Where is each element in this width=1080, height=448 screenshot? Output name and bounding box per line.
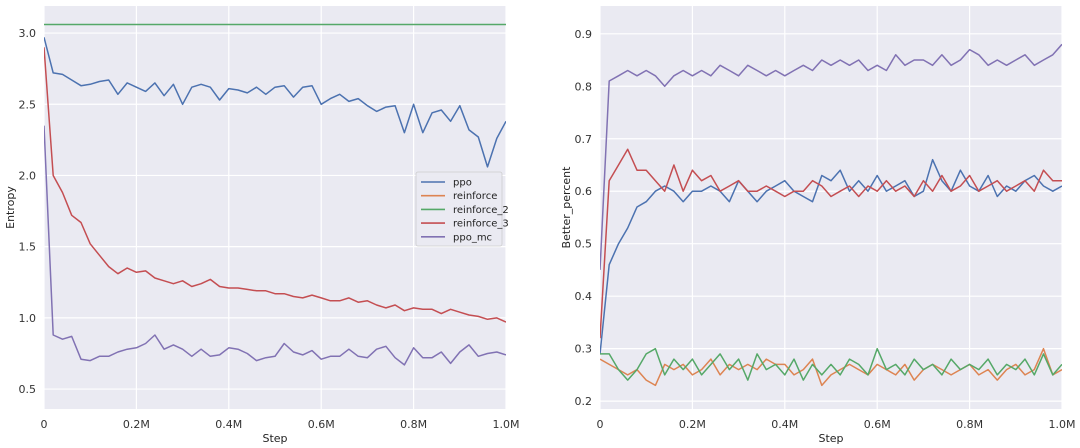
series-line-reinforce-3 xyxy=(600,148,1062,339)
y-tick-label: 0.9 xyxy=(575,28,593,41)
x-tick-label: 0.8M xyxy=(956,418,983,431)
legend-box xyxy=(415,171,503,247)
plot-background xyxy=(600,6,1062,409)
y-tick-label: 2.0 xyxy=(19,169,37,182)
x-tick-label: 0.4M xyxy=(771,418,798,431)
x-tick-label: 0.8M xyxy=(400,418,427,431)
y-tick-label: 0.8 xyxy=(575,80,593,93)
better-percent-chart: 0 0.2M 0.4M 0.6M 0.8M 1.0M 0.2 0.3 0.4 0.5 0.6 0.7 0… xyxy=(560,6,1075,445)
legend-label: ppo_mc xyxy=(453,232,492,243)
series-line-ppo xyxy=(44,37,506,168)
x-tick-label: 0.2M xyxy=(123,418,150,431)
x-axis-label: Step xyxy=(262,432,287,445)
y-axis-label: Entropy xyxy=(4,186,17,229)
legend-label: reinforce_2 xyxy=(453,205,509,216)
x-tick-label: 0.6M xyxy=(308,418,335,431)
y-axis-label: Better_percent xyxy=(560,166,573,249)
y-tick-label: 0.6 xyxy=(575,185,593,198)
x-tick-label: 0.4M xyxy=(215,418,242,431)
y-tick-label: 3.0 xyxy=(19,27,37,40)
y-tick-label: 0.5 xyxy=(575,238,593,251)
series-line-reinforce-2 xyxy=(600,347,1062,381)
y-tick-label: 0.2 xyxy=(575,395,593,408)
x-tick-label: 0.2M xyxy=(679,418,706,431)
y-tick-label: 1.5 xyxy=(19,241,37,254)
legend-label: reinforce_3 xyxy=(453,219,509,230)
series-line-reinforce xyxy=(600,347,1062,387)
series-line-ppo-mc xyxy=(44,125,506,366)
y-tick-label: 0.3 xyxy=(575,343,593,356)
x-tick-label: 0 xyxy=(597,418,604,431)
x-tick-label: 1.0M xyxy=(493,418,520,431)
x-tick-label: 0 xyxy=(41,418,48,431)
legend-label: reinforce xyxy=(453,191,497,202)
y-tick-label: 0.7 xyxy=(575,133,593,146)
series-line-ppo xyxy=(600,158,1062,354)
legend: ppo reinforce reinforce_2 reinforce_3 ppo_mc xyxy=(415,171,509,247)
y-tick-label: 1.0 xyxy=(19,312,37,325)
series-line-reinforce-3 xyxy=(44,47,506,323)
y-tick-label: 0.4 xyxy=(575,290,593,303)
series-line-ppo-mc xyxy=(600,43,1062,270)
y-tick-label: 0.5 xyxy=(19,383,37,396)
entropy-chart: 0 0.2M 0.4M 0.6M 0.8M 1.0M 0.5 1.0 1.5 2.0 2.5 3.0 S… xyxy=(4,6,519,445)
y-tick-label: 2.5 xyxy=(19,98,37,111)
x-tick-label: 1.0M xyxy=(1049,418,1076,431)
x-axis-label: Step xyxy=(818,432,843,445)
legend-label: ppo xyxy=(453,178,472,189)
x-tick-label: 0.6M xyxy=(864,418,891,431)
